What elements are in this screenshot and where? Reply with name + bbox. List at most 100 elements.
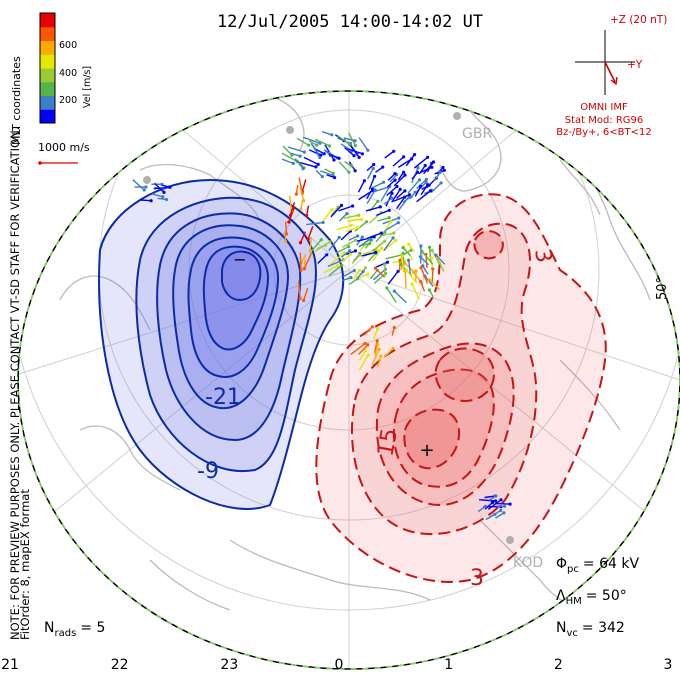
velocity-vector bbox=[317, 254, 328, 264]
velocity-vector-origin bbox=[391, 236, 395, 240]
velocity-vector bbox=[387, 270, 399, 285]
velocity-vector bbox=[282, 145, 293, 156]
velocity-vector bbox=[393, 290, 407, 304]
velocity-vector bbox=[422, 265, 429, 275]
colorbar-tick-600: 600 bbox=[59, 40, 77, 51]
velocity-vector bbox=[340, 230, 351, 241]
velocity-vector-origin bbox=[409, 195, 413, 199]
mlt-axis: 21 22 23 0 1 2 3 bbox=[1, 657, 672, 673]
velocity-vector bbox=[407, 179, 421, 194]
velocity-vector-origin bbox=[394, 238, 398, 242]
velocity-vector bbox=[433, 171, 441, 182]
velocity-vector bbox=[298, 177, 304, 194]
velocity-vector-origin bbox=[330, 133, 334, 137]
station-label-kod: KOD bbox=[513, 555, 543, 571]
velocity-vector-origin bbox=[396, 221, 400, 225]
velocity-vector-origin bbox=[354, 238, 358, 242]
velocity-vector-origin bbox=[363, 341, 367, 346]
velocity-vector-origin bbox=[328, 240, 332, 244]
velocity-vector-origin bbox=[431, 160, 436, 164]
velocity-vector bbox=[376, 209, 390, 217]
velocity-vector bbox=[398, 158, 412, 168]
velocity-vector bbox=[374, 340, 378, 353]
velocity-vector-origin bbox=[357, 213, 361, 217]
velocity-vector bbox=[374, 344, 379, 356]
velocity-vector bbox=[132, 179, 145, 191]
mlt-tick-label: 1 bbox=[444, 657, 453, 673]
velocity-vector-origin bbox=[392, 149, 396, 153]
velocity-vector-origin bbox=[287, 220, 291, 224]
velocity-vector bbox=[384, 222, 399, 232]
velocity-vector-origin bbox=[298, 154, 302, 158]
velocity-vector-origin bbox=[379, 354, 383, 358]
velocity-vector-origin bbox=[416, 170, 420, 174]
velocity-vector-origin bbox=[387, 216, 391, 220]
velocity-vector-origin bbox=[391, 346, 395, 350]
velocity-vector bbox=[335, 245, 350, 254]
velocity-vector bbox=[301, 179, 307, 192]
velocity-vector-origin bbox=[427, 245, 432, 249]
velocity-vector bbox=[421, 250, 434, 265]
velocity-vector-origin bbox=[402, 155, 406, 159]
velocity-vector-origin bbox=[357, 253, 361, 257]
velocity-vector bbox=[371, 349, 380, 366]
velocity-vector-origin bbox=[387, 208, 391, 212]
velocity-vector bbox=[308, 149, 322, 156]
velocity-vector bbox=[287, 146, 305, 153]
velocity-vector bbox=[407, 260, 412, 276]
velocity-vector bbox=[346, 250, 356, 256]
velocity-vector bbox=[338, 205, 353, 212]
velocity-vector-origin bbox=[436, 257, 440, 261]
velocity-vector-origin bbox=[430, 248, 434, 252]
velocity-vector bbox=[375, 231, 386, 243]
velocity-vector bbox=[429, 279, 440, 290]
velocity-vector bbox=[331, 206, 339, 216]
velocity-vector bbox=[339, 213, 348, 222]
velocity-vector bbox=[366, 189, 376, 204]
velocity-vector bbox=[303, 252, 313, 270]
velocity-vector-origin bbox=[426, 155, 430, 159]
velocity-vector-origin bbox=[301, 167, 305, 171]
velocity-vector-origin bbox=[376, 199, 380, 203]
velocity-vector bbox=[369, 269, 378, 280]
velocity-vector bbox=[306, 205, 310, 216]
velocity-colorbar: 600 400 200 Vel [m/s] bbox=[39, 12, 93, 124]
velocity-vector bbox=[350, 342, 366, 355]
velocity-vector-origin bbox=[429, 256, 434, 260]
velocity-vector bbox=[344, 146, 355, 157]
velocity-vector bbox=[413, 156, 429, 169]
side-notes: NOTE: FOR PREVIEW PURPOSES ONLY. PLEASE … bbox=[8, 56, 32, 640]
velocity-vector-origin bbox=[403, 173, 407, 177]
velocity-vector bbox=[299, 231, 307, 243]
preview-note: NOTE: FOR PREVIEW PURPOSES ONLY. PLEASE … bbox=[8, 127, 22, 640]
velocity-vector bbox=[372, 268, 386, 281]
velocity-vector-origin bbox=[417, 178, 422, 182]
velocity-vector-origin bbox=[302, 150, 306, 154]
velocity-vector bbox=[343, 214, 359, 219]
velocity-vector bbox=[495, 512, 505, 519]
velocity-vector bbox=[319, 170, 334, 177]
velocity-vector-origin bbox=[358, 217, 363, 221]
velocity-vector bbox=[327, 259, 344, 268]
nvc-value: = 342 bbox=[582, 620, 625, 636]
velocity-vector bbox=[314, 241, 331, 252]
velocity-vector bbox=[322, 209, 333, 222]
velocity-vector bbox=[372, 247, 383, 262]
min-marker: − bbox=[233, 250, 246, 269]
station-label-gbr: GBR bbox=[462, 126, 492, 142]
velocity-vector-origin bbox=[420, 249, 424, 253]
velocity-vector-origin bbox=[356, 225, 360, 229]
velocity-vector-origin bbox=[366, 343, 370, 347]
velocity-vector bbox=[401, 255, 405, 272]
imf-indicator: +Z (20 nT) +Y OMNI IMF Stat Mod: RG96 Bz… bbox=[556, 14, 667, 138]
velocity-vector bbox=[358, 137, 369, 151]
velocity-vector bbox=[323, 265, 339, 274]
velocity-vector-origin bbox=[385, 286, 389, 290]
velocity-vector-origin bbox=[298, 296, 302, 300]
velocity-vector-origin bbox=[378, 205, 382, 209]
velocity-vector bbox=[365, 206, 381, 212]
velocity-vector-origin bbox=[284, 232, 289, 236]
velocity-vector bbox=[418, 165, 426, 175]
lambda-symbol: Λ bbox=[556, 588, 566, 604]
velocity-vector-origin bbox=[366, 353, 370, 357]
